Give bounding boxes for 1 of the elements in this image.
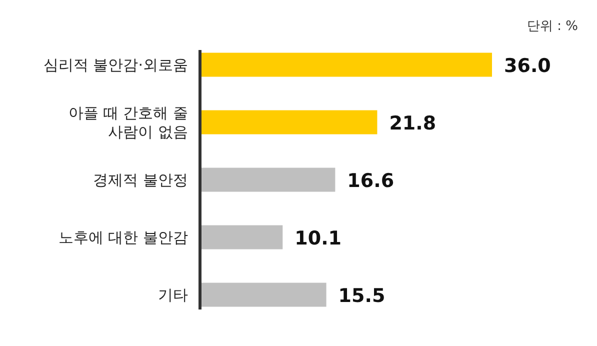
annotation: 단위 : %	[527, 19, 578, 34]
